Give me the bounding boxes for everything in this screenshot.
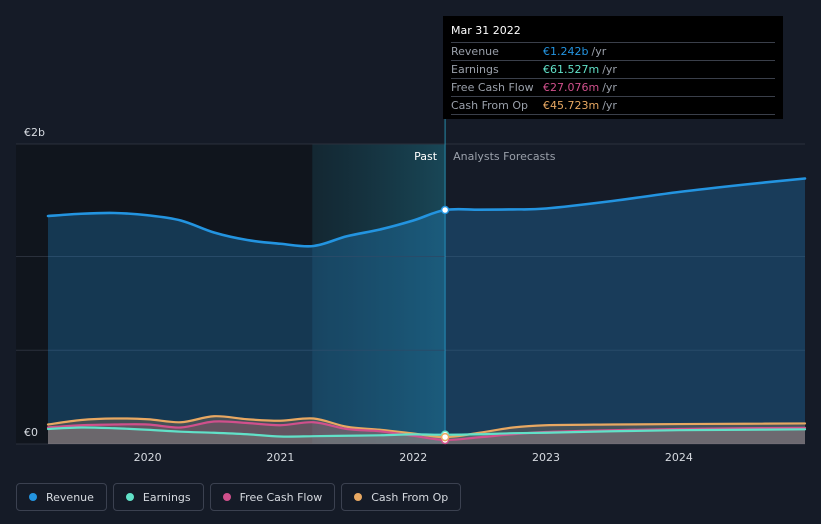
highlight-region [312, 144, 446, 444]
marker-revenue [440, 205, 450, 215]
tooltip-label: Cash From Op [451, 99, 529, 112]
tooltip-date: Mar 31 2022 [451, 22, 775, 43]
past-label: Past [414, 150, 438, 163]
x-tick-2020: 2020 [134, 451, 162, 464]
line-revenue [46, 177, 807, 248]
tooltip-value: €61.527m [543, 63, 600, 76]
tooltip-row-cash-from-op: Cash From Op €45.723m/yr [451, 97, 775, 115]
x-tick-2021: 2021 [266, 451, 294, 464]
y-label-top: €2b [24, 126, 45, 139]
tooltip-unit: /yr [602, 99, 617, 112]
marker-cash-from-op [440, 432, 450, 442]
line-earnings [46, 426, 807, 438]
legend-item-cash-from-op[interactable]: Cash From Op [341, 483, 462, 511]
legend-item-free-cash-flow[interactable]: Free Cash Flow [209, 483, 336, 511]
tooltip-label: Free Cash Flow [451, 81, 534, 94]
area-free-cash-flow [48, 421, 805, 444]
x-tick-2022: 2022 [399, 451, 427, 464]
tooltip-unit: /yr [591, 45, 607, 58]
tooltip-value: €45.723m [543, 99, 600, 112]
tooltip: Mar 31 2022 Revenue €1.242b/yr Earnings €61… [443, 16, 783, 119]
tooltip-value: €1.242b [543, 45, 589, 58]
legend-item-earnings[interactable]: Earnings [112, 483, 204, 511]
x-tick-2023: 2023 [532, 451, 560, 464]
tooltip-unit: /yr [602, 81, 617, 94]
legend-dot-icon [354, 493, 363, 501]
legend-label: Cash From Op [371, 490, 449, 504]
tooltip-label: Earnings [451, 63, 499, 76]
y-label-bottom: €0 [24, 426, 38, 439]
area-revenue [48, 178, 805, 444]
legend-dot-icon [125, 493, 134, 501]
tooltip-unit: /yr [602, 63, 617, 76]
tooltip-row-earnings: Earnings €61.527m/yr [451, 61, 775, 79]
legend: Revenue Earnings Free Cash Flow Cash From O… [16, 483, 462, 511]
legend-label: Free Cash Flow [239, 490, 323, 504]
legend-dot-icon [29, 493, 37, 501]
forecast-label: Analysts Forecasts [453, 150, 556, 163]
legend-item-revenue[interactable]: Revenue [16, 483, 107, 511]
legend-label: Earnings [142, 490, 191, 504]
legend-label: Revenue [46, 490, 94, 504]
tooltip-label: Revenue [451, 45, 499, 58]
line-cash-from-op [46, 415, 807, 439]
tooltip-row-revenue: Revenue €1.242b/yr [451, 43, 775, 61]
x-tick-2024: 2024 [665, 451, 693, 464]
tooltip-row-free-cash-flow: Free Cash Flow €27.076m/yr [451, 79, 775, 97]
tooltip-value: €27.076m [543, 81, 600, 94]
legend-dot-icon [222, 493, 231, 501]
